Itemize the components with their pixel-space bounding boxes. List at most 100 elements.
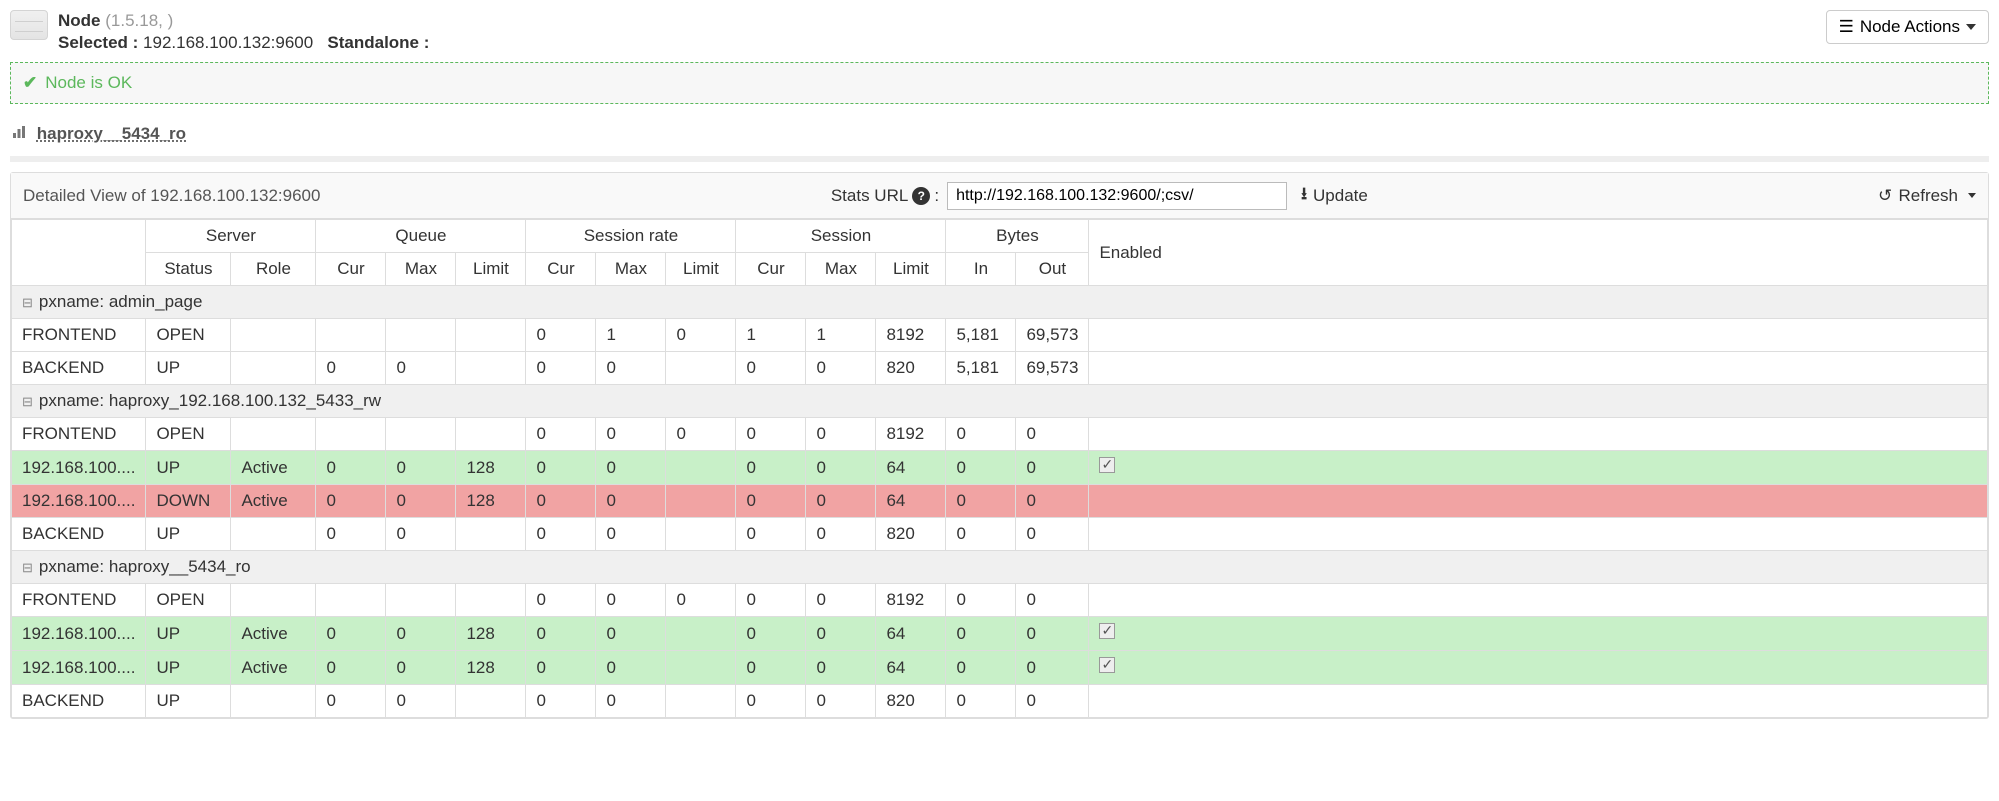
cell: 0 xyxy=(806,651,876,685)
col-sr-max: Max xyxy=(596,253,666,286)
cell xyxy=(456,518,526,551)
table-row: 192.168.100....DOWNActive0012800006400 xyxy=(12,485,1988,518)
cell: UP xyxy=(146,451,231,485)
node-actions-button[interactable]: ☰ Node Actions xyxy=(1826,10,1989,44)
mode-label: Standalone : xyxy=(327,33,429,52)
col-s-cur: Cur xyxy=(736,253,806,286)
detail-panel: Detailed View of 192.168.100.132:9600 St… xyxy=(10,172,1989,719)
table-row: BACKENDUP0000008205,18169,573 xyxy=(12,352,1988,385)
cell: 5,181 xyxy=(946,352,1016,385)
cell: 0 xyxy=(526,319,596,352)
cell: 820 xyxy=(876,352,946,385)
cell xyxy=(316,584,386,617)
cell xyxy=(666,485,736,518)
cell: 0 xyxy=(736,651,806,685)
cell: 0 xyxy=(1016,485,1089,518)
cell: 0 xyxy=(1016,418,1089,451)
group-row[interactable]: ⊟pxname: haproxy__5434_ro xyxy=(12,551,1988,584)
cell: 64 xyxy=(876,451,946,485)
cell: 128 xyxy=(456,617,526,651)
cell: 0 xyxy=(1016,651,1089,685)
cell: 0 xyxy=(946,418,1016,451)
cell xyxy=(666,352,736,385)
cell: OPEN xyxy=(146,418,231,451)
update-button[interactable]: ⭳ Update xyxy=(1301,181,1368,210)
cell: DOWN xyxy=(146,485,231,518)
enabled-checkbox[interactable] xyxy=(1099,657,1115,673)
cell: 0 xyxy=(596,685,666,718)
col-s-limit: Limit xyxy=(876,253,946,286)
cell: 0 xyxy=(596,418,666,451)
cell: 0 xyxy=(806,352,876,385)
cell: Active xyxy=(231,451,316,485)
cell: 820 xyxy=(876,685,946,718)
cell: UP xyxy=(146,651,231,685)
cell: Active xyxy=(231,651,316,685)
cell: 0 xyxy=(316,352,386,385)
cell: 0 xyxy=(736,617,806,651)
breadcrumb-link[interactable]: haproxy__5434_ro xyxy=(37,124,186,143)
stats-url-input[interactable] xyxy=(947,182,1287,210)
enabled-cell xyxy=(1089,451,1988,485)
cell: 192.168.100.... xyxy=(12,617,146,651)
enabled-cell xyxy=(1089,418,1988,451)
table-row: BACKENDUP00000082000 xyxy=(12,518,1988,551)
cell: 0 xyxy=(806,617,876,651)
status-text: Node is OK xyxy=(45,73,132,93)
refresh-button[interactable]: ↻ Refresh xyxy=(1878,186,1976,206)
cell: 64 xyxy=(876,485,946,518)
server-icon xyxy=(10,10,48,40)
cell: 0 xyxy=(946,485,1016,518)
cell: 0 xyxy=(666,319,736,352)
cell: 128 xyxy=(456,451,526,485)
cell: 0 xyxy=(666,418,736,451)
table-row: 192.168.100....UPActive0012800006400 xyxy=(12,651,1988,685)
node-version: (1.5.18, ) xyxy=(105,11,173,30)
cell xyxy=(231,518,316,551)
group-row[interactable]: ⊟pxname: admin_page xyxy=(12,286,1988,319)
cell: 0 xyxy=(596,485,666,518)
cell: 0 xyxy=(736,418,806,451)
cell: 69,573 xyxy=(1016,352,1089,385)
cell xyxy=(666,651,736,685)
cell xyxy=(231,319,316,352)
cell: 192.168.100.... xyxy=(12,485,146,518)
panel-title-host: 192.168.100.132:9600 xyxy=(150,186,320,205)
enabled-cell xyxy=(1089,685,1988,718)
help-icon[interactable]: ? xyxy=(912,187,930,205)
cell xyxy=(456,319,526,352)
cell: FRONTEND xyxy=(12,418,146,451)
cell: 128 xyxy=(456,651,526,685)
cell: OPEN xyxy=(146,584,231,617)
cell: 0 xyxy=(1016,685,1089,718)
cell: 0 xyxy=(526,485,596,518)
cell: 0 xyxy=(736,685,806,718)
cell: 0 xyxy=(386,352,456,385)
cell: 0 xyxy=(666,584,736,617)
cell: UP xyxy=(146,352,231,385)
cell: BACKEND xyxy=(12,352,146,385)
group-row[interactable]: ⊟pxname: haproxy_192.168.100.132_5433_rw xyxy=(12,385,1988,418)
cell: 1 xyxy=(736,319,806,352)
cell: 5,181 xyxy=(946,319,1016,352)
cell: FRONTEND xyxy=(12,584,146,617)
refresh-icon: ↻ xyxy=(1878,186,1892,206)
cell: 0 xyxy=(806,485,876,518)
selected-label: Selected : xyxy=(58,33,138,52)
cell xyxy=(456,584,526,617)
page-header: Node (1.5.18, ) Selected : 192.168.100.1… xyxy=(10,10,1989,54)
cell xyxy=(316,319,386,352)
enabled-cell xyxy=(1089,651,1988,685)
cell: 0 xyxy=(386,451,456,485)
cell: 64 xyxy=(876,617,946,651)
enabled-checkbox[interactable] xyxy=(1099,457,1115,473)
cell: 0 xyxy=(946,451,1016,485)
table-row: FRONTENDOPEN0101181925,18169,573 xyxy=(12,319,1988,352)
cell: 0 xyxy=(526,451,596,485)
selected-value: 192.168.100.132:9600 xyxy=(143,33,313,52)
cell: 0 xyxy=(946,685,1016,718)
cell: 0 xyxy=(526,685,596,718)
enabled-checkbox[interactable] xyxy=(1099,623,1115,639)
cell: 0 xyxy=(596,451,666,485)
collapse-icon: ⊟ xyxy=(22,560,33,575)
